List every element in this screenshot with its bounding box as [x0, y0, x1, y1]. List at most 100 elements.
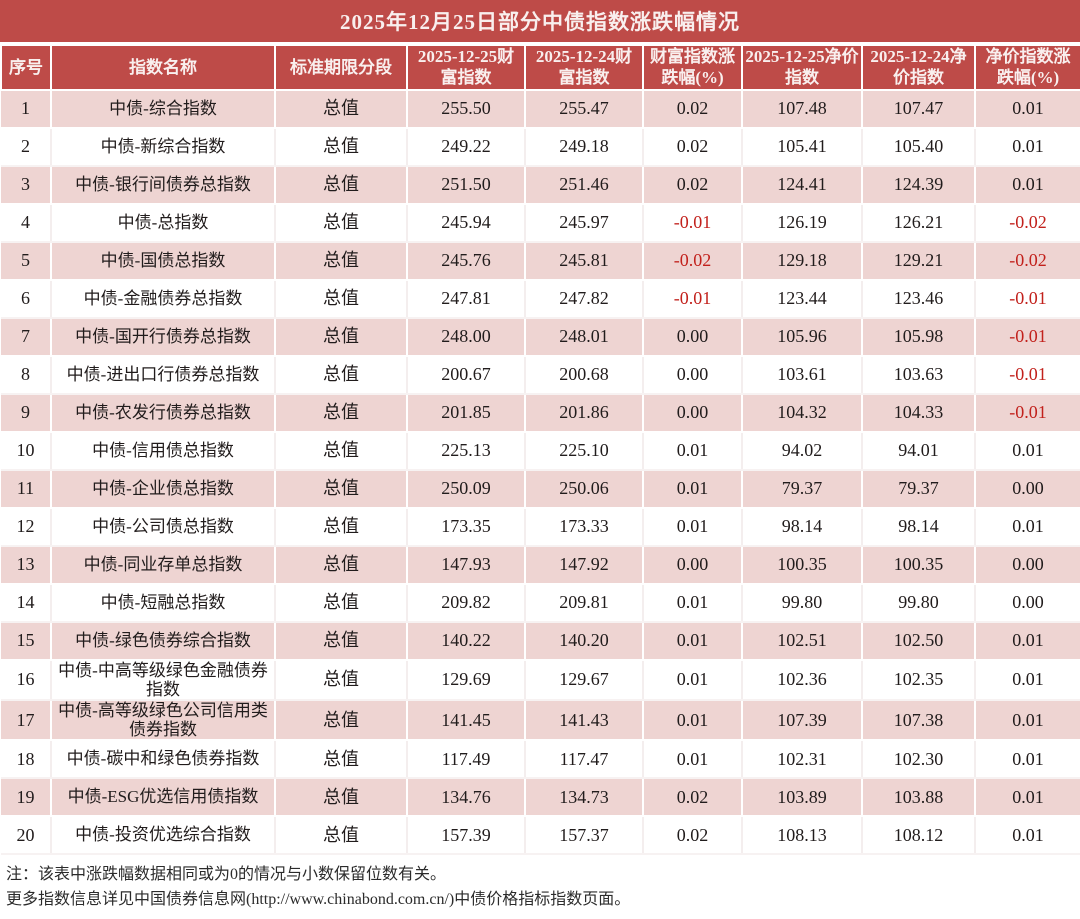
clean-price-index-1225-cell: 123.44	[742, 279, 863, 319]
term-segment-cell: 总值	[275, 621, 408, 661]
clean-price-index-1225-cell: 108.13	[742, 815, 863, 855]
table-row: 19 中债-ESG优选信用债指数 总值 134.76 134.73 0.02 103.89 1…	[1, 777, 1080, 817]
table-row: 17 中债-高等级绿色公司信用类债券指数 总值 141.45 141.43 0.01 107…	[1, 699, 1080, 741]
wealth-index-change-cell: -0.01	[643, 279, 743, 319]
clean-price-index-1224-cell: 126.21	[862, 203, 976, 243]
term-segment-header: 标准期限分段	[274, 44, 408, 91]
clean-price-index-1224-cell: 105.98	[862, 317, 976, 357]
wealth-index-change-cell: 0.01	[643, 469, 743, 509]
clean-price-index-change-cell: 0.01	[975, 699, 1080, 741]
wealth-index-1224-cell: 225.10	[525, 431, 644, 471]
wealth-index-1225-cell: 209.82	[407, 583, 526, 623]
term-segment-cell: 总值	[275, 203, 408, 243]
clean-price-index-1225-cell: 126.19	[742, 203, 863, 243]
wealth-index-change-cell: 0.00	[643, 355, 743, 395]
clean-price-index-1224-cell: 124.39	[862, 165, 976, 205]
wealth-index-1224-header: 2025-12-24财富指数	[524, 44, 644, 91]
clean-price-index-change-cell: -0.01	[975, 317, 1080, 357]
term-segment-cell: 总值	[275, 739, 408, 779]
wealth-index-1225-cell: 245.94	[407, 203, 526, 243]
clean-price-index-1225-cell: 105.96	[742, 317, 863, 357]
wealth-index-1225-cell: 157.39	[407, 815, 526, 855]
wealth-index-1225-cell: 147.93	[407, 545, 526, 585]
clean-price-index-change-cell: -0.02	[975, 241, 1080, 281]
index-name-cell: 中债-信用债总指数	[51, 431, 276, 471]
wealth-index-1224-cell: 141.43	[525, 699, 644, 741]
wealth-index-1225-cell: 117.49	[407, 739, 526, 779]
wealth-index-1224-cell: 255.47	[525, 89, 644, 129]
wealth-index-1225-cell: 140.22	[407, 621, 526, 661]
table-row: 12 中债-公司债总指数 总值 173.35 173.33 0.01 98.14 98.14 0…	[1, 507, 1080, 547]
wealth-index-1224-cell: 245.81	[525, 241, 644, 281]
clean-price-index-1225-header: 2025-12-25净价指数	[741, 44, 863, 91]
clean-price-index-1225-cell: 94.02	[742, 431, 863, 471]
table-row: 9 中债-农发行债券总指数 总值 201.85 201.86 0.00 104.32 104.…	[1, 393, 1080, 433]
table-row: 1 中债-综合指数 总值 255.50 255.47 0.02 107.48 107.47 0.…	[1, 89, 1080, 129]
clean-price-index-1225-cell: 100.35	[742, 545, 863, 585]
footnote-source-note: 更多指数信息详见中国债券信息网(http://www.chinabond.com…	[6, 891, 631, 909]
clean-price-index-1225-cell: 129.18	[742, 241, 863, 281]
row-number-cell: 13	[1, 545, 52, 585]
clean-price-index-change-cell: 0.01	[975, 89, 1080, 129]
term-segment-cell: 总值	[275, 355, 408, 395]
row-number-cell: 12	[1, 507, 52, 547]
term-segment-cell: 总值	[275, 317, 408, 357]
wealth-index-1225-cell: 173.35	[407, 507, 526, 547]
index-name-cell: 中债-金融债券总指数	[51, 279, 276, 319]
row-number-cell: 6	[1, 279, 52, 319]
row-number-cell: 2	[1, 127, 52, 167]
term-segment-cell: 总值	[275, 777, 408, 817]
wealth-index-change-cell: 0.01	[643, 739, 743, 779]
table-row: 10 中债-信用债总指数 总值 225.13 225.10 0.01 94.02 94.01 0…	[1, 431, 1080, 471]
table-row: 6 中债-金融债券总指数 总值 247.81 247.82 -0.01 123.44 123.…	[1, 279, 1080, 319]
table-row: 8 中债-进出口行债券总指数 总值 200.67 200.68 0.00 103.61 103…	[1, 355, 1080, 395]
term-segment-cell: 总值	[275, 699, 408, 741]
wealth-index-1225-cell: 249.22	[407, 127, 526, 167]
wealth-index-1225-cell: 200.67	[407, 355, 526, 395]
wealth-index-1225-cell: 129.69	[407, 659, 526, 701]
index-name-cell: 中债-国开行债券总指数	[51, 317, 276, 357]
wealth-index-1224-cell: 248.01	[525, 317, 644, 357]
index-name-cell: 中债-综合指数	[51, 89, 276, 129]
row-number-cell: 11	[1, 469, 52, 509]
row-number-cell: 15	[1, 621, 52, 661]
wealth-index-1224-cell: 249.18	[525, 127, 644, 167]
clean-price-index-change-cell: -0.01	[975, 355, 1080, 395]
index-name-cell: 中债-银行间债券总指数	[51, 165, 276, 205]
index-name-cell: 中债-农发行债券总指数	[51, 393, 276, 433]
clean-price-index-1224-cell: 94.01	[862, 431, 976, 471]
index-name-cell: 中债-ESG优选信用债指数	[51, 777, 276, 817]
term-segment-cell: 总值	[275, 545, 408, 585]
index-name-cell: 中债-高等级绿色公司信用类债券指数	[51, 699, 276, 741]
wealth-index-1224-cell: 245.97	[525, 203, 644, 243]
row-number-header: 序号	[0, 44, 52, 91]
row-number-cell: 17	[1, 699, 52, 741]
wealth-index-1224-cell: 173.33	[525, 507, 644, 547]
wealth-index-change-cell: 0.01	[643, 431, 743, 471]
table-row: 14 中债-短融总指数 总值 209.82 209.81 0.01 99.80 99.80 0.…	[1, 583, 1080, 623]
clean-price-index-1224-header: 2025-12-24净价指数	[861, 44, 976, 91]
clean-price-index-change-cell: 0.01	[975, 165, 1080, 205]
wealth-index-1224-cell: 140.20	[525, 621, 644, 661]
term-segment-cell: 总值	[275, 127, 408, 167]
clean-price-index-1224-cell: 102.50	[862, 621, 976, 661]
term-segment-cell: 总值	[275, 583, 408, 623]
clean-price-index-change-cell: 0.01	[975, 431, 1080, 471]
clean-price-index-1225-cell: 103.61	[742, 355, 863, 395]
term-segment-cell: 总值	[275, 507, 408, 547]
wealth-index-1225-cell: 247.81	[407, 279, 526, 319]
row-number-cell: 3	[1, 165, 52, 205]
index-name-header: 指数名称	[50, 44, 276, 91]
index-name-cell: 中债-绿色债券综合指数	[51, 621, 276, 661]
clean-price-index-1224-cell: 104.33	[862, 393, 976, 433]
wealth-index-1224-cell: 129.67	[525, 659, 644, 701]
clean-price-index-1225-cell: 102.36	[742, 659, 863, 701]
table-row: 15 中债-绿色债券综合指数 总值 140.22 140.20 0.01 102.51 102…	[1, 621, 1080, 661]
clean-price-index-1225-cell: 99.80	[742, 583, 863, 623]
term-segment-cell: 总值	[275, 165, 408, 205]
table-row: 5 中债-国债总指数 总值 245.76 245.81 -0.02 129.18 129.21…	[1, 241, 1080, 281]
clean-price-index-change-cell: 0.00	[975, 545, 1080, 585]
footnote-decimal-note: 注：该表中涨跌幅数据相同或为0的情况与小数保留位数有关。	[6, 865, 447, 883]
clean-price-index-1224-cell: 102.35	[862, 659, 976, 701]
table-row: 11 中债-企业债总指数 总值 250.09 250.06 0.01 79.37 79.37 0…	[1, 469, 1080, 509]
